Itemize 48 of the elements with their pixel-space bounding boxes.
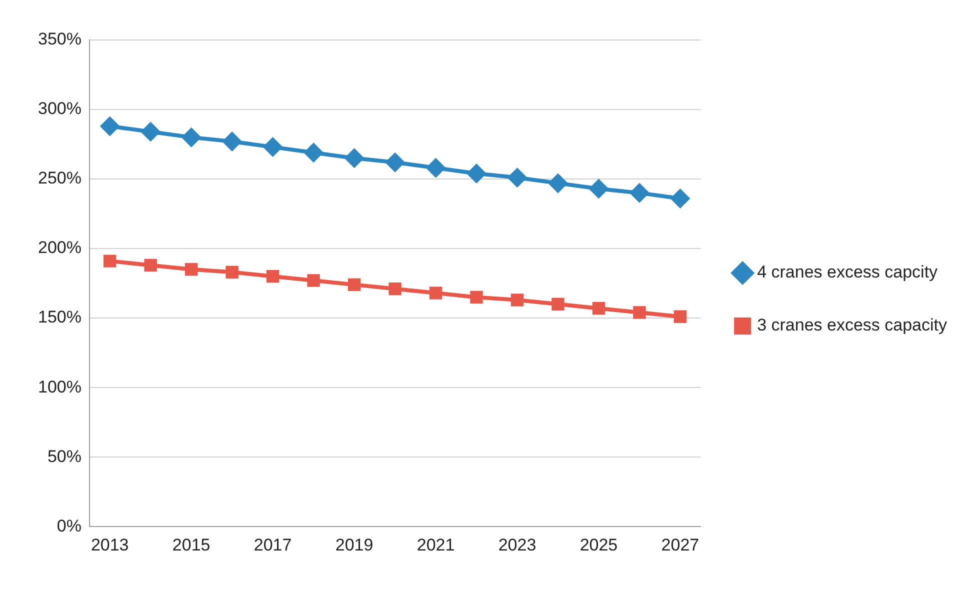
y-tick-label: 50% <box>47 446 82 466</box>
legend-label: 4 cranes excess capcity <box>757 262 938 282</box>
point <box>426 158 446 178</box>
y-tick-label: 150% <box>38 308 82 327</box>
point <box>507 168 528 188</box>
point <box>344 148 364 168</box>
point <box>100 116 120 136</box>
x-tick-label: 2021 <box>416 535 455 554</box>
x-tick-label: 2023 <box>498 535 536 554</box>
point <box>348 278 361 292</box>
point <box>674 310 687 324</box>
point <box>629 182 650 203</box>
point <box>429 286 442 300</box>
x-tick-label: 2025 <box>580 535 618 554</box>
y-tick-label: 300% <box>38 99 82 118</box>
point <box>470 290 483 304</box>
point <box>510 294 524 306</box>
point <box>222 131 242 152</box>
point <box>226 266 238 279</box>
x-tick-label: 2015 <box>172 535 210 554</box>
legend-label: 3 cranes excess capacity <box>757 316 948 335</box>
point <box>466 163 487 184</box>
x-tick-label: 2013 <box>90 535 129 554</box>
point <box>103 254 116 268</box>
point <box>304 142 324 163</box>
point <box>633 306 646 319</box>
point <box>592 302 606 315</box>
x-tick-label: 2017 <box>254 535 292 554</box>
point <box>552 298 564 311</box>
point <box>144 258 157 272</box>
point <box>670 188 690 208</box>
y-tick-label: 0% <box>56 516 82 536</box>
point <box>385 152 406 172</box>
point <box>140 122 161 142</box>
point <box>307 274 320 287</box>
x-tick-label: 2019 <box>335 535 374 554</box>
x-tick-label: 2027 <box>661 535 700 554</box>
point <box>388 282 402 296</box>
point <box>588 178 609 199</box>
point <box>181 127 202 148</box>
point <box>266 270 280 283</box>
y-tick-label: 350% <box>38 30 82 49</box>
y-tick-label: 250% <box>38 168 82 188</box>
y-tick-label: 100% <box>38 377 82 396</box>
point <box>184 263 198 276</box>
y-tick-label: 200% <box>38 238 82 258</box>
point <box>548 173 568 194</box>
point <box>262 137 283 158</box>
